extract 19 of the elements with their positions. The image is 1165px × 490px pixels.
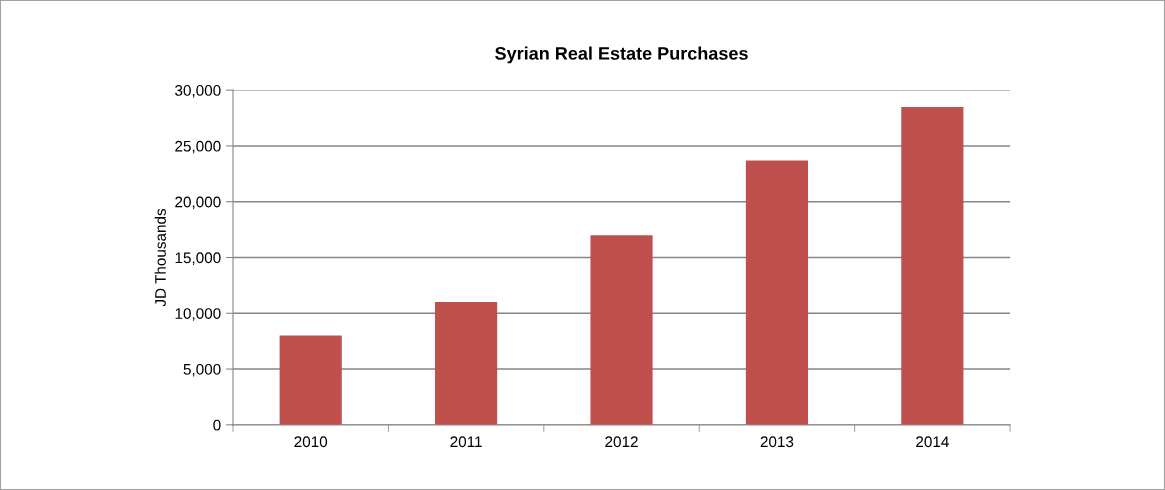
bar <box>279 335 342 425</box>
bar <box>590 235 653 425</box>
chart-title: Syrian Real Estate Purchases <box>495 46 748 64</box>
x-tick-label: 2010 <box>294 436 328 448</box>
y-tick-label: 5,000 <box>183 363 221 377</box>
x-tick-label: 2012 <box>605 436 638 448</box>
y-tick-label: 15,000 <box>175 252 221 265</box>
y-tick-label: 30,000 <box>175 85 221 98</box>
bar <box>901 106 964 425</box>
y-tick-label: 20,000 <box>175 196 221 210</box>
y-axis-title: JD Thousands <box>154 208 166 307</box>
x-tick-label: 2011 <box>450 436 482 448</box>
y-tick-label: 10,000 <box>175 308 221 321</box>
x-tick-label: 2013 <box>760 436 794 448</box>
x-tick-label: 2014 <box>916 436 949 448</box>
bar <box>745 160 809 425</box>
y-tick-label: 0 <box>213 419 221 431</box>
bar <box>435 302 498 425</box>
y-tick-label: 25,000 <box>175 140 221 154</box>
